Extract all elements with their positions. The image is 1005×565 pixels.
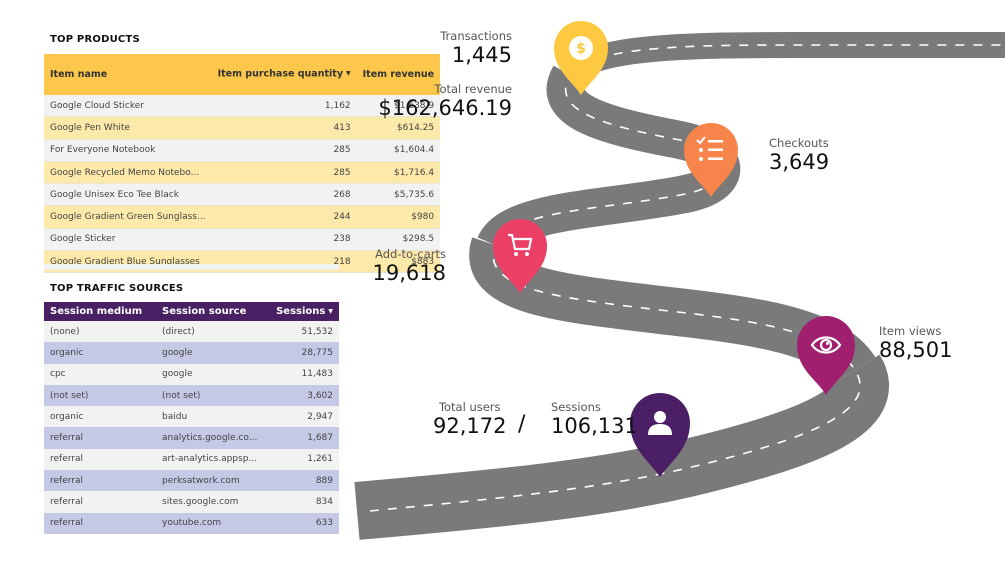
transactions-pin: $ bbox=[554, 21, 608, 95]
table-row: Google Sticker 238 $298.5 bbox=[44, 228, 441, 252]
road-segment-top bbox=[559, 32, 1005, 84]
kpi-checkouts: Checkouts 3,649 bbox=[769, 136, 830, 174]
checkouts-pin bbox=[684, 123, 738, 197]
eye-icon bbox=[810, 336, 842, 354]
table-row: cpc google 11,483 bbox=[44, 363, 339, 385]
column-header-item-name[interactable]: Item name bbox=[44, 54, 212, 95]
column-header-session-source[interactable]: Session source bbox=[156, 302, 268, 321]
add-to-carts-pin bbox=[493, 219, 547, 293]
table-scroll-overflow-row[interactable] bbox=[44, 264, 339, 270]
table-row: referral perksatwork.com 889 bbox=[44, 470, 339, 492]
kpi-transactions: Transactions 1,445 bbox=[440, 29, 512, 67]
table-row: Google Recycled Memo Notebo... 285 $1,716.… bbox=[44, 161, 441, 185]
table-row: referral analytics.google.co... 1,687 bbox=[44, 427, 339, 449]
table-row: Google Gradient Green Sunglass... 244 $980 bbox=[44, 205, 441, 229]
table-row: organic baidu 2,947 bbox=[44, 406, 339, 428]
cart-icon bbox=[508, 233, 533, 256]
kpi-total-users: Total users 92,172 bbox=[433, 400, 507, 438]
column-header-item-purchase-quantity[interactable]: Item purchase quantity ▼ bbox=[211, 54, 357, 95]
table-row: organic google 28,775 bbox=[44, 342, 339, 364]
table-row: (not set) (not set) 3,602 bbox=[44, 384, 339, 407]
sort-desc-icon: ▼ bbox=[328, 307, 333, 315]
table-row: Google Pen White 413 $614.25 bbox=[44, 116, 441, 140]
sort-desc-icon: ▼ bbox=[346, 70, 351, 78]
kpi-item-views: Item views 88,501 bbox=[879, 324, 953, 362]
dollar-icon: $ bbox=[576, 41, 586, 57]
table-row: Google Unisex Eco Tee Black 268 $5,735.6 bbox=[44, 183, 441, 207]
road-center-dashes bbox=[369, 44, 1005, 512]
top-traffic-sources-title: TOP TRAFFIC SOURCES bbox=[50, 283, 184, 294]
table-row: referral youtube.com 633 bbox=[44, 512, 339, 534]
top-products-table: Item name Item purchase quantity ▼ Item r… bbox=[44, 54, 441, 274]
table-row: Google Cloud Sticker 1,162 $1,638.9 bbox=[44, 95, 441, 118]
user-icon bbox=[648, 411, 672, 435]
total-users-pin bbox=[630, 393, 690, 477]
column-header-sessions[interactable]: Sessions ▼ bbox=[268, 302, 339, 321]
checklist-icon bbox=[696, 136, 723, 161]
item-views-pin bbox=[797, 316, 855, 395]
table-row: referral art-analytics.appsp... 1,261 bbox=[44, 448, 339, 471]
kpi-add-to-carts: Add-to-carts 19,618 bbox=[372, 247, 446, 285]
column-header-session-medium[interactable]: Session medium bbox=[44, 302, 156, 321]
top-products-title: TOP PRODUCTS bbox=[50, 34, 140, 45]
table-row: referral sites.google.com 834 bbox=[44, 491, 339, 513]
top-traffic-sources-table: Session medium Session source Sessions ▼ … bbox=[44, 302, 339, 534]
table-row: For Everyone Notebook 285 $1,604.4 bbox=[44, 139, 441, 162]
users-sessions-separator: / bbox=[518, 412, 526, 437]
kpi-total-revenue: Total revenue $162,646.19 bbox=[378, 82, 512, 120]
table-row: (none) (direct) 51,532 bbox=[44, 321, 339, 343]
kpi-sessions: Sessions 106,131 bbox=[551, 400, 638, 438]
column-header-item-revenue[interactable]: Item revenue bbox=[356, 54, 441, 95]
